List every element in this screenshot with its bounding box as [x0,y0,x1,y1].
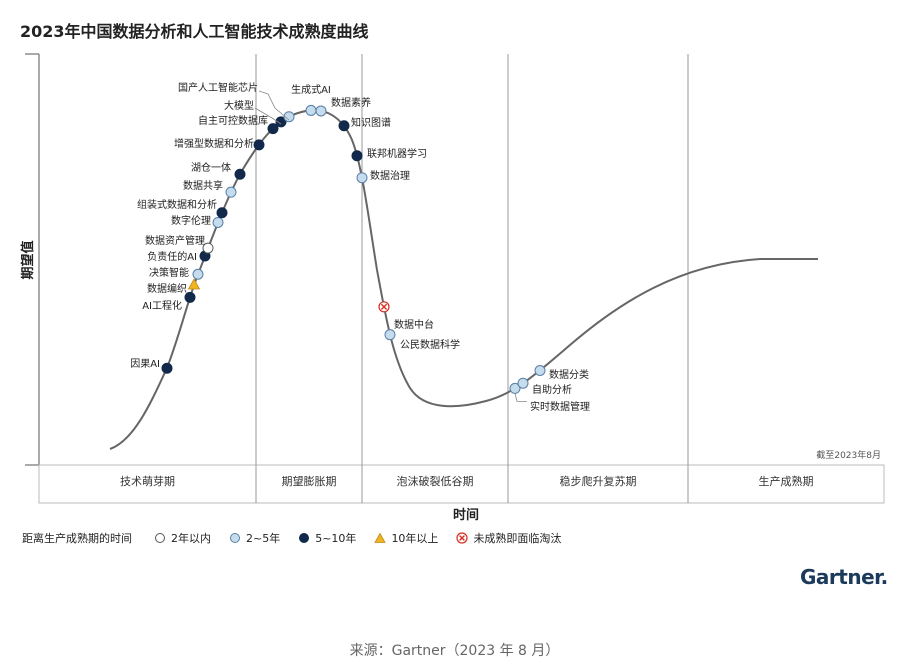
point-label: 数据分类 [549,368,589,381]
date-note: 截至2023年8月 [816,449,881,461]
phase-label: 期望膨胀期 [282,474,337,488]
data-point [202,242,214,254]
legend-item-lt2: 2年以内 [154,530,211,546]
point-label: 生成式AI [291,83,331,96]
point-label: 知识图谱 [351,116,391,129]
source-caption: 来源：Gartner（2023 年 8 月） [349,643,560,659]
point-label: 因果AI [130,358,160,370]
data-point [267,123,279,135]
point-label: 数据共享 [183,179,223,192]
labels-layer: 因果AI AI工程化 数据编织 决策智能 负责任的AI 数据资产管理 数字伦理 组装式数据和分… [130,81,590,413]
legend: 距离生产成熟期的时间 2年以内 2~5年 5~10年 10年以上 未成熟即面临淘… [22,530,579,546]
point-label: 数字伦理 [171,214,211,227]
data-point [338,120,350,132]
point-label: 联邦机器学习 [367,147,427,160]
point-label: 决策智能 [149,266,189,279]
point-label: 公民数据科学 [400,338,460,351]
data-point [225,186,237,198]
legend-item-obsolete: 未成熟即面临淘汰 [456,530,561,546]
gartner-logo: Gartner. [800,565,888,589]
point-label: 增强型数据和分析 [174,137,254,150]
legend-item-gt10: 10年以上 [374,530,438,546]
phase-label: 技术萌芽期 [120,474,175,488]
yellow-triangle-icon [374,532,387,543]
data-point [212,216,224,228]
point-label: 实时数据管理 [530,400,590,413]
point-label: 自助分析 [532,383,572,396]
data-point [216,207,228,219]
point-label: 自主可控数据库 [198,114,268,127]
data-point [534,364,546,376]
point-label: 数据编织 [147,282,187,295]
legend-label-obsolete: 未成熟即面临淘汰 [473,532,562,545]
point-label: 组装式数据和分析 [137,198,217,211]
point-label: 数据中台 [394,318,434,331]
phase-label: 泡沫破裂低谷期 [397,474,474,488]
legend-label-2to5: 2~5年 [246,532,281,545]
phase-band [38,464,885,504]
legend-label-gt10: 10年以上 [391,532,439,545]
data-point [305,104,317,116]
point-label: 数据资产管理 [145,234,205,247]
legend-label-lt2: 2年以内 [171,532,211,545]
red-x-circle-icon [456,532,469,544]
points-layer [161,104,546,394]
data-point [384,329,396,341]
data-point [378,301,390,313]
legend-title: 距离生产成熟期的时间 [22,532,132,545]
white-circle-icon [155,533,165,543]
data-point [184,291,196,303]
data-point [161,362,173,374]
point-label: AI工程化 [142,299,182,312]
y-axis-label: 期望值 [20,240,36,279]
data-point [356,172,368,184]
label-leader [258,90,290,121]
point-label: 国产人工智能芯片 [178,81,258,94]
data-point [187,278,201,290]
data-point [517,377,529,389]
point-label: 负责任的AI [147,250,197,263]
data-point [253,139,265,151]
navy-circle-icon [299,533,310,543]
label-leader [514,393,527,402]
data-point [315,105,327,117]
point-label: 数据素养 [331,96,371,109]
hype-curve-layer [109,109,818,450]
data-point [275,116,287,128]
gartner-logo-text: Gartner [800,565,881,589]
phase-label: 生产成熟期 [759,474,814,488]
point-label: 数据治理 [370,169,410,182]
chart-title: 2023年中国数据分析和人工智能技术成熟度曲线 [20,22,369,41]
x-axis-label: 时间 [453,507,479,523]
point-label: 大模型 [224,99,254,112]
hype-curve [109,109,818,450]
data-point [234,168,246,180]
legend-label-5to10: 5~10年 [315,532,357,545]
phase-label: 稳步爬升复苏期 [560,474,637,488]
data-point [283,111,295,123]
legend-item-5to10: 5~10年 [298,530,356,546]
point-label: 湖仓一体 [191,161,231,174]
legend-item-2to5: 2~5年 [229,530,280,546]
label-leader [254,107,282,125]
light-blue-circle-icon [230,533,240,543]
data-point [351,150,363,162]
data-point [192,268,204,280]
